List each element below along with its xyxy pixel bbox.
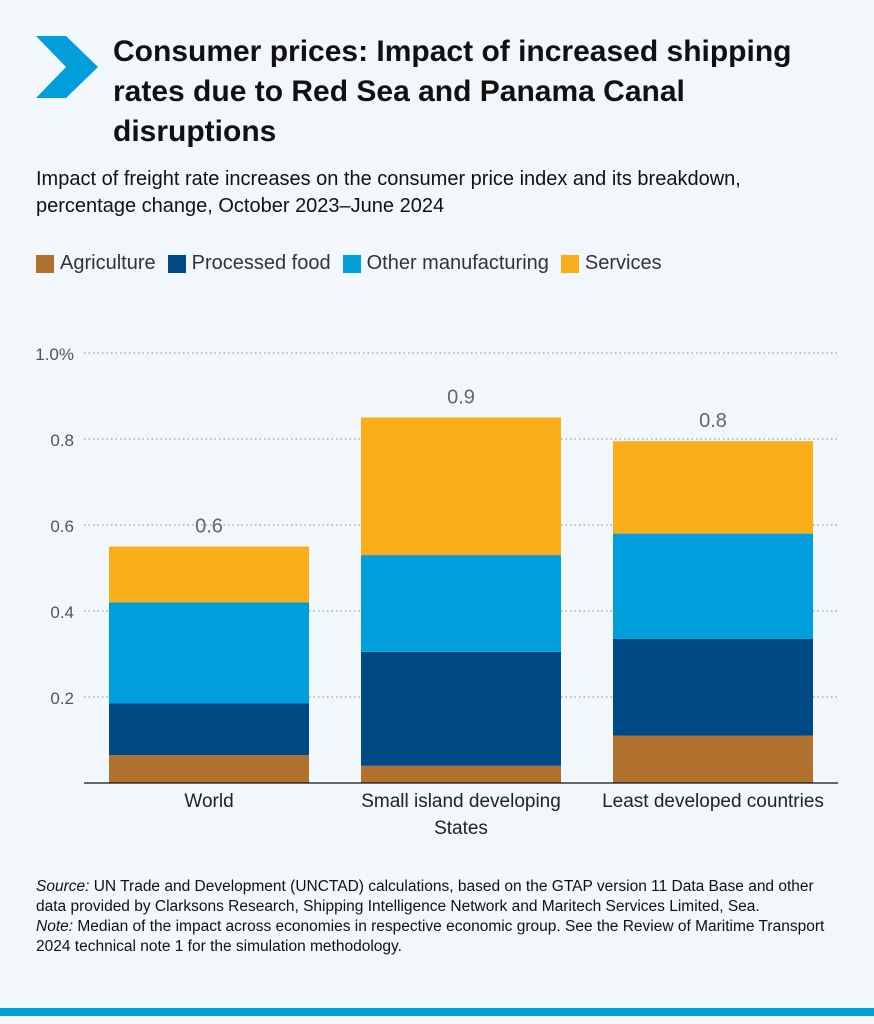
y-tick-label: 0.8 bbox=[50, 431, 74, 450]
legend-swatch bbox=[36, 254, 54, 273]
y-tick-label: 0.2 bbox=[50, 689, 74, 708]
footnote: Source: UN Trade and Development (UNCTAD… bbox=[36, 877, 836, 957]
y-tick-label: 0.4 bbox=[50, 603, 74, 622]
legend-swatch bbox=[560, 254, 579, 273]
y-tick-label: 0.6 bbox=[50, 517, 74, 536]
legend-item-3: Services bbox=[560, 252, 662, 275]
x-tick-label: World bbox=[184, 791, 233, 812]
source-label: Source: bbox=[36, 878, 90, 895]
x-tick-label: Small island developing bbox=[361, 791, 561, 812]
legend-item-1: Processed food bbox=[167, 252, 331, 275]
legend-label: Processed food bbox=[191, 252, 331, 274]
stacked-bar-chart: 0.2 0.4 0.6 0.8 1.0% 0.6 World 0.9 Small island … bbox=[35, 345, 838, 839]
bar-segment bbox=[361, 555, 561, 652]
chevron-right-icon bbox=[36, 36, 98, 98]
y-tick-label: 1.0% bbox=[35, 345, 74, 364]
bar-segment bbox=[613, 735, 813, 783]
bar-segment bbox=[613, 638, 813, 736]
bar-segment bbox=[109, 546, 309, 603]
chart-subtitle: Impact of freight rate increases on the … bbox=[36, 168, 741, 217]
legend-item-0: Agriculture bbox=[36, 252, 156, 275]
bar-segment bbox=[109, 602, 309, 704]
x-tick-label: Least developed countries bbox=[602, 791, 824, 812]
legend-label: Services bbox=[584, 252, 662, 274]
legend-swatch bbox=[342, 254, 361, 273]
total-label: 0.6 bbox=[195, 516, 223, 538]
legend-label: Other manufacturing bbox=[366, 252, 549, 274]
bottom-accent-bar bbox=[0, 1008, 874, 1016]
total-label: 0.8 bbox=[699, 410, 727, 432]
note-label: Note: bbox=[36, 918, 74, 935]
bar-segment bbox=[109, 755, 309, 783]
bar-segment bbox=[361, 417, 561, 556]
bar-segment bbox=[361, 651, 561, 766]
x-tick-label: States bbox=[434, 818, 488, 839]
bar-segment bbox=[613, 441, 813, 534]
bar-segment bbox=[361, 765, 561, 783]
legend-label: Agriculture bbox=[60, 252, 156, 274]
legend-swatch bbox=[167, 254, 186, 273]
legend-item-2: Other manufacturing bbox=[342, 252, 549, 275]
page-title: Consumer prices: Impact of increased shi… bbox=[113, 35, 792, 148]
bar-segment bbox=[613, 533, 813, 639]
total-label: 0.9 bbox=[447, 387, 475, 409]
note-text: Median of the impact across economies in… bbox=[36, 918, 825, 955]
chart-legend: Agriculture Processed food Other manufactu… bbox=[36, 252, 674, 275]
bar-segment bbox=[109, 703, 309, 756]
source-text: UN Trade and Development (UNCTAD) calcul… bbox=[36, 878, 814, 915]
